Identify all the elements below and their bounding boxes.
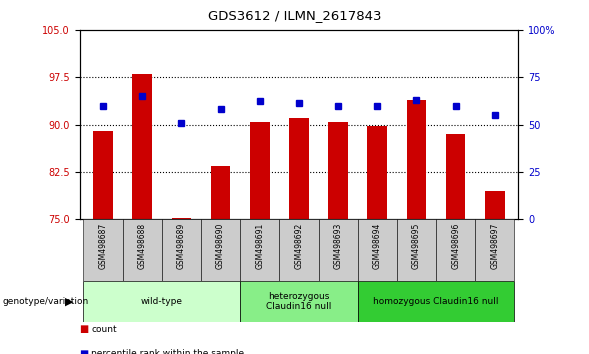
Text: genotype/variation: genotype/variation (3, 297, 89, 306)
Bar (446, 134, 465, 219)
Bar (162, 219, 201, 281)
Bar (436, 219, 475, 281)
Bar (211, 166, 230, 219)
Text: wild-type: wild-type (141, 297, 183, 306)
Text: GSM498688: GSM498688 (138, 223, 147, 269)
Bar (123, 219, 162, 281)
Bar (240, 219, 279, 281)
Bar (397, 219, 436, 281)
Text: GSM498697: GSM498697 (490, 223, 499, 269)
Text: percentile rank within the sample: percentile rank within the sample (91, 349, 244, 354)
Bar (84, 281, 240, 322)
Text: GSM498691: GSM498691 (255, 223, 264, 269)
Bar (368, 126, 387, 219)
Text: GDS3612 / ILMN_2617843: GDS3612 / ILMN_2617843 (208, 9, 381, 22)
Bar (84, 219, 123, 281)
Text: ■: ■ (80, 349, 89, 354)
Bar (93, 131, 113, 219)
Bar (475, 219, 514, 281)
Bar (240, 281, 358, 322)
Text: GSM498692: GSM498692 (294, 223, 303, 269)
Text: GSM498693: GSM498693 (333, 223, 343, 269)
Bar (358, 281, 514, 322)
Bar (358, 219, 397, 281)
Bar (406, 99, 426, 219)
Bar (328, 122, 348, 219)
Text: ■: ■ (80, 324, 89, 334)
Text: GSM498695: GSM498695 (412, 223, 421, 269)
Text: GSM498696: GSM498696 (451, 223, 460, 269)
Bar (279, 219, 319, 281)
Text: GSM498690: GSM498690 (216, 223, 225, 269)
Text: heterozygous
Claudin16 null: heterozygous Claudin16 null (266, 292, 332, 312)
Bar (485, 191, 505, 219)
Text: GSM498694: GSM498694 (373, 223, 382, 269)
Text: GSM498689: GSM498689 (177, 223, 186, 269)
Bar (201, 219, 240, 281)
Text: ▶: ▶ (65, 297, 73, 307)
Text: homozygous Claudin16 null: homozygous Claudin16 null (373, 297, 499, 306)
Bar (133, 74, 152, 219)
Text: GSM498687: GSM498687 (98, 223, 108, 269)
Text: count: count (91, 325, 117, 334)
Bar (319, 219, 358, 281)
Bar (171, 218, 191, 219)
Bar (250, 122, 270, 219)
Bar (289, 119, 309, 219)
